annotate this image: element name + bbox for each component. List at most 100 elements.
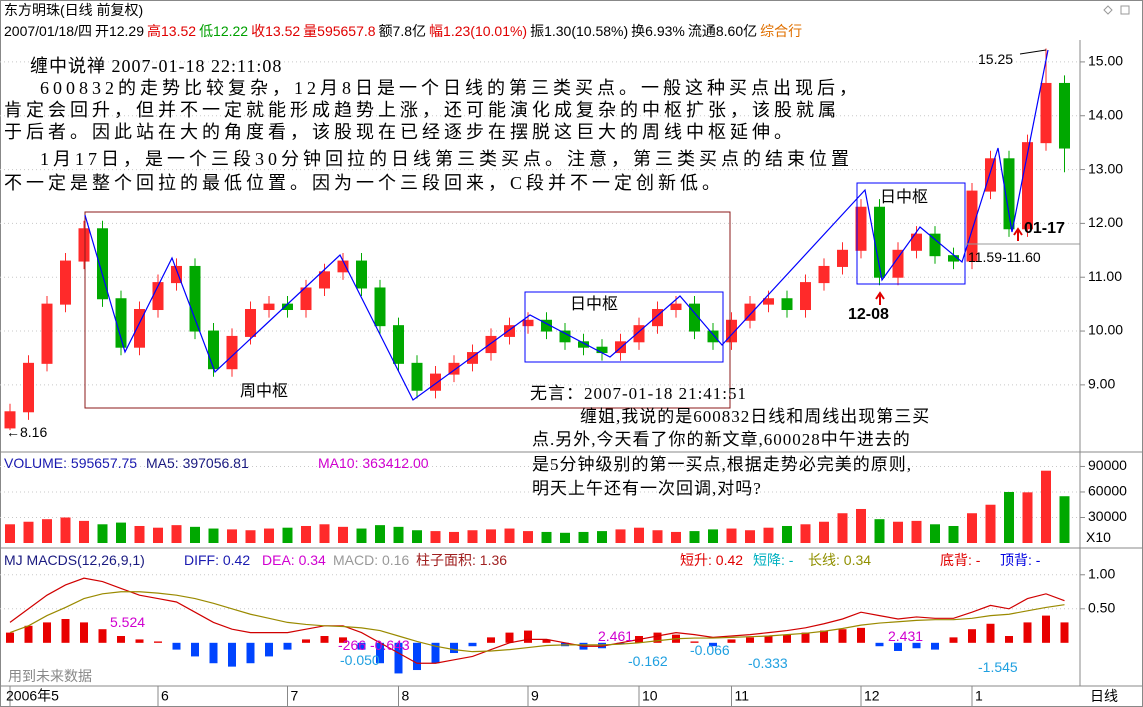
legend: MA5: 397056.81 <box>146 455 249 471</box>
macd-bar <box>986 623 995 643</box>
window-icon[interactable] <box>1103 5 1113 15</box>
candle-body <box>726 319 737 343</box>
macd-line <box>9 591 1065 653</box>
y-tick-label: 90000 <box>1088 457 1127 473</box>
macd-line <box>9 577 1065 664</box>
info-item: 2007/01/18/四 <box>4 23 92 39</box>
note-line: 1月17日，是一个三段30分钟回拉的日线第三类买点。注意，第三类买点的结束位置 <box>40 149 853 169</box>
info-item: 换6.93% <box>631 23 685 39</box>
annotation: -1.545 <box>978 659 1018 675</box>
volume-bar <box>708 529 718 543</box>
annotation: -266 <box>338 637 367 653</box>
window-icon[interactable] <box>1120 5 1130 15</box>
volume-bar <box>190 526 200 543</box>
legend: MJ MACDS(12,26,9,1) <box>4 552 145 568</box>
macd-bar <box>80 622 88 643</box>
reply-line: 是5分钟级别的第一买点,根据走势必完美的原则, <box>532 455 912 474</box>
annotation: 周中枢 <box>240 383 289 400</box>
volume-bar <box>227 529 237 543</box>
info-item: 高13.52 <box>147 23 197 39</box>
candle-body <box>430 373 441 391</box>
volume-bar <box>967 513 977 543</box>
candle-body <box>1003 158 1015 230</box>
macd-bar <box>949 637 958 643</box>
candle-body <box>670 303 682 311</box>
candle-body <box>245 309 256 337</box>
macd-bar <box>727 639 736 643</box>
x-tick-label: 8 <box>402 688 410 704</box>
volume-bar <box>282 527 293 543</box>
macd-bar <box>135 639 144 643</box>
x-tick-label: 12 <box>864 688 880 704</box>
info-item: 额7.8亿 <box>378 23 427 39</box>
macd-bar <box>265 642 273 657</box>
volume-bar <box>671 531 681 543</box>
volume-bar <box>726 528 737 543</box>
period-label[interactable]: 日线 <box>1090 688 1118 704</box>
volume-bar <box>837 513 848 543</box>
volume-bar <box>319 524 330 543</box>
macd-bar <box>154 641 162 643</box>
volume-bar <box>430 531 441 543</box>
volume-bar <box>338 526 348 543</box>
candle-body <box>467 352 478 364</box>
legend: 短升: 0.42 <box>680 552 744 568</box>
y-tick-label: 15.00 <box>1088 53 1123 69</box>
candle-body <box>837 249 848 267</box>
unit-label: X10 <box>1086 529 1111 545</box>
macd-bar <box>505 632 514 643</box>
macd-bar <box>653 632 662 643</box>
reply-line: 点.另外,今天看了你的新文章,600028中午进去的 <box>532 430 911 449</box>
reply-line: 无言：2007-01-18 21:41:51 <box>530 384 748 403</box>
candle-body <box>818 265 830 284</box>
reply-line: 明天上午还有一次回调,对吗? <box>532 479 762 498</box>
macd-bar <box>357 642 366 650</box>
volume-bar <box>597 531 607 543</box>
candle-body <box>892 249 904 278</box>
marks: 15.0014.0013.0012.0011.0010.009.002006年5… <box>0 48 1127 707</box>
volume-bar <box>893 521 903 543</box>
macd-bar <box>875 642 884 647</box>
annotation: -0.162 <box>628 653 668 669</box>
volume-bar <box>1004 491 1014 543</box>
x-tick-label: 9 <box>531 688 539 704</box>
info-row: 2007/01/18/四 开12.29 高13.52 低12.22 收13.52 量595… <box>4 24 802 38</box>
volume-bar <box>541 531 552 543</box>
volume-bar <box>301 525 311 543</box>
annotation: 5.524 <box>110 614 146 630</box>
volume-bar <box>467 530 478 543</box>
volume-bar <box>504 528 515 543</box>
volume-bar <box>800 524 811 543</box>
annotation: 15.25 <box>978 51 1014 67</box>
volume-bar <box>356 528 367 543</box>
candle-body <box>411 362 423 391</box>
x-tick-label: 7 <box>291 688 299 704</box>
arrow <box>875 291 885 305</box>
candle-body <box>374 287 386 327</box>
legend: MA10: 363412.00 <box>318 455 429 471</box>
candle-body <box>485 335 497 354</box>
volume-bar <box>264 528 274 543</box>
macd-bar <box>542 639 551 643</box>
macd-bar <box>98 629 107 643</box>
volume-bar <box>486 529 496 543</box>
volume-bar <box>449 531 459 543</box>
macd-bar <box>61 619 70 643</box>
volume-bar <box>79 520 89 543</box>
volume-bar <box>1041 470 1051 543</box>
candle-body <box>578 341 589 348</box>
info-item: 开12.29 <box>94 23 145 39</box>
volume-bar <box>153 527 163 543</box>
candle-body <box>911 233 922 251</box>
candle-body <box>60 260 71 305</box>
candle-body <box>652 309 663 327</box>
annotation: 11.59-11.60 <box>968 249 1041 265</box>
candle-body <box>171 265 182 284</box>
macd-bar <box>894 642 902 651</box>
candle-body <box>800 282 811 311</box>
volume-bar <box>948 525 959 543</box>
annotation: 12-08 <box>848 306 889 323</box>
candle-body <box>97 228 108 300</box>
x-tick-label: 11 <box>735 688 750 704</box>
